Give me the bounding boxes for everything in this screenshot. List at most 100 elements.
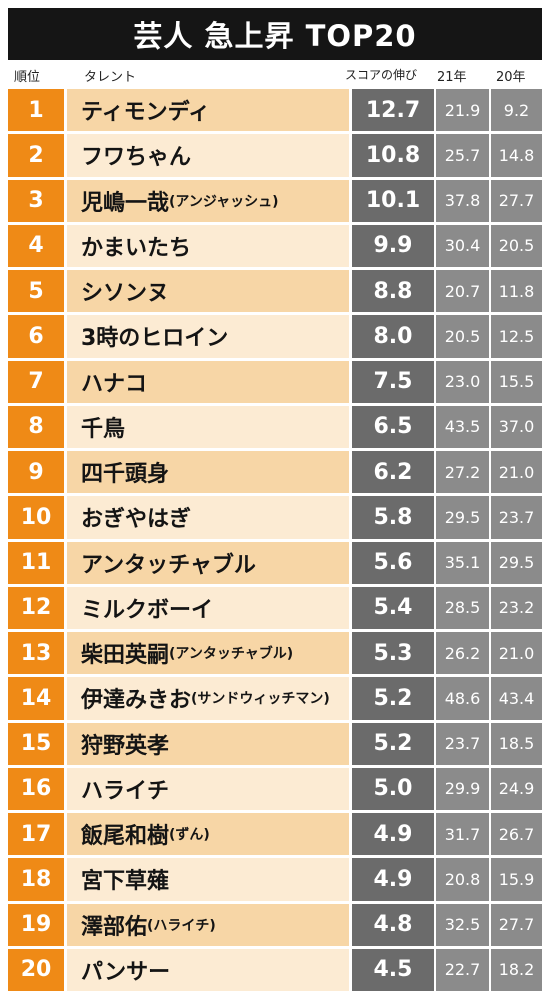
score-21-cell: 48.6 <box>436 677 489 720</box>
score-20-cell: 20.5 <box>491 224 542 267</box>
talent-name-cell: シソンヌ <box>67 270 349 313</box>
rank-cell: 10 <box>8 496 64 539</box>
score-20-cell: 21.0 <box>491 632 542 675</box>
talent-group: (アンジャッシュ) <box>169 193 279 210</box>
score-21-cell: 27.2 <box>436 451 489 494</box>
score-21-cell: 26.2 <box>436 632 489 675</box>
rank-cell: 2 <box>8 134 64 177</box>
score-growth-cell: 5.0 <box>352 767 434 810</box>
score-growth-cell: 7.5 <box>352 360 434 403</box>
table-row: 5 シソンヌ 8.8 20.7 11.8 <box>8 267 542 313</box>
talent-group: (ずん) <box>169 827 210 844</box>
rank-cell: 20 <box>8 948 64 991</box>
header-talent: タレント <box>84 70 137 85</box>
header-rank: 順位 <box>14 70 41 85</box>
score-20-cell: 43.4 <box>491 677 542 720</box>
talent-name: ミルクボーイ <box>81 597 214 623</box>
score-21-cell: 29.9 <box>436 767 489 810</box>
rank-cell: 12 <box>8 586 64 629</box>
rank-cell: 14 <box>8 677 64 720</box>
talent-group: (ハライチ) <box>147 917 216 934</box>
score-21-cell: 25.7 <box>436 134 489 177</box>
talent-name: 澤部佑 <box>81 914 148 940</box>
talent-name-cell: 伊達みきお (サンドウィッチマン) <box>67 677 349 720</box>
score-growth-cell: 4.9 <box>352 858 434 901</box>
score-growth-cell: 12.7 <box>352 89 434 132</box>
score-20-cell: 23.2 <box>491 586 542 629</box>
talent-name: かまいたち <box>81 235 192 261</box>
header-score-growth: スコアの伸び <box>345 68 418 82</box>
talent-name: パンサー <box>81 959 171 985</box>
table-row: 1 ティモンディ 12.7 21.9 9.2 <box>8 86 542 132</box>
score-20-cell: 27.7 <box>491 179 542 222</box>
score-21-cell: 23.7 <box>436 722 489 765</box>
score-21-cell: 29.5 <box>436 496 489 539</box>
score-growth-cell: 6.2 <box>352 451 434 494</box>
score-growth-cell: 6.5 <box>352 405 434 448</box>
rank-cell: 15 <box>8 722 64 765</box>
rank-cell: 8 <box>8 405 64 448</box>
talent-name-cell: 柴田英嗣 (アンタッチャブル) <box>67 632 349 675</box>
rank-cell: 4 <box>8 224 64 267</box>
score-growth-cell: 9.9 <box>352 224 434 267</box>
talent-name-cell: かまいたち <box>67 224 349 267</box>
rank-cell: 7 <box>8 360 64 403</box>
score-20-cell: 18.2 <box>491 948 542 991</box>
score-21-cell: 31.7 <box>436 813 489 856</box>
table-row: 18 宮下草薙 4.9 20.8 15.9 <box>8 855 542 901</box>
talent-name: ティモンディ <box>81 100 211 126</box>
score-growth-cell: 10.1 <box>352 179 434 222</box>
score-growth-cell: 4.9 <box>352 813 434 856</box>
table-row: 10 おぎやはぎ 5.8 29.5 23.7 <box>8 493 542 539</box>
score-20-cell: 9.2 <box>491 89 542 132</box>
score-20-cell: 24.9 <box>491 767 542 810</box>
table-row: 13 柴田英嗣 (アンタッチャブル) 5.3 26.2 21.0 <box>8 629 542 675</box>
rank-cell: 5 <box>8 270 64 313</box>
score-growth-cell: 5.4 <box>352 586 434 629</box>
score-20-cell: 18.5 <box>491 722 542 765</box>
talent-name-cell: アンタッチャブル <box>67 541 349 584</box>
talent-name: 狩野英孝 <box>81 733 170 759</box>
score-growth-cell: 8.0 <box>352 315 434 358</box>
talent-name-cell: ハライチ <box>67 767 349 810</box>
score-growth-cell: 8.8 <box>352 270 434 313</box>
score-21-cell: 43.5 <box>436 405 489 448</box>
talent-name-cell: 澤部佑 (ハライチ) <box>67 903 349 946</box>
talent-name-cell: フワちゃん <box>67 134 349 177</box>
ranking-table: 1 ティモンディ 12.7 21.9 9.2 2 フワちゃん 10.8 25.7 14.8 3 児嶋一… <box>8 86 542 991</box>
talent-name: 3時のヒロイン <box>81 326 229 352</box>
score-20-cell: 21.0 <box>491 451 542 494</box>
header-year-20: 20年 <box>496 70 526 85</box>
table-header: 順位 タレント スコアの伸び 21年 20年 <box>0 60 550 86</box>
talent-name-cell: 3時のヒロイン <box>67 315 349 358</box>
score-21-cell: 20.7 <box>436 270 489 313</box>
score-growth-cell: 5.6 <box>352 541 434 584</box>
rank-cell: 9 <box>8 451 64 494</box>
table-row: 9 四千頭身 6.2 27.2 21.0 <box>8 448 542 494</box>
talent-name-cell: ミルクボーイ <box>67 586 349 629</box>
header-year-21: 21年 <box>437 70 467 85</box>
talent-name-cell: 狩野英孝 <box>67 722 349 765</box>
rank-cell: 6 <box>8 315 64 358</box>
talent-name: 飯尾和樹 <box>81 824 170 850</box>
score-20-cell: 15.9 <box>491 858 542 901</box>
table-row: 3 児嶋一哉 (アンジャッシュ) 10.1 37.8 27.7 <box>8 176 542 222</box>
score-21-cell: 35.1 <box>436 541 489 584</box>
table-row: 7 ハナコ 7.5 23.0 15.5 <box>8 357 542 403</box>
table-row: 14 伊達みきお (サンドウィッチマン) 5.2 48.6 43.4 <box>8 674 542 720</box>
talent-name-cell: 児嶋一哉 (アンジャッシュ) <box>67 179 349 222</box>
rank-cell: 13 <box>8 632 64 675</box>
table-row: 8 千鳥 6.5 43.5 37.0 <box>8 402 542 448</box>
score-20-cell: 29.5 <box>491 541 542 584</box>
score-growth-cell: 4.8 <box>352 903 434 946</box>
score-20-cell: 11.8 <box>491 270 542 313</box>
talent-name: おぎやはぎ <box>81 507 192 533</box>
score-20-cell: 23.7 <box>491 496 542 539</box>
score-21-cell: 28.5 <box>436 586 489 629</box>
talent-name: アンタッチャブル <box>81 552 256 578</box>
score-21-cell: 20.5 <box>436 315 489 358</box>
score-21-cell: 32.5 <box>436 903 489 946</box>
rank-cell: 16 <box>8 767 64 810</box>
talent-name-cell: おぎやはぎ <box>67 496 349 539</box>
talent-name: 柴田英嗣 <box>81 643 170 669</box>
